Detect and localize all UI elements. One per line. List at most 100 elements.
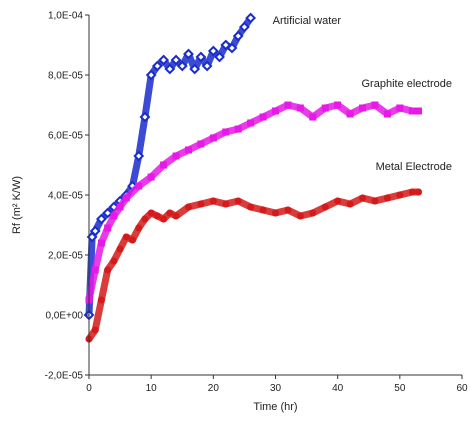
metal-electrode-point: [122, 233, 130, 241]
metal-electrode-point: [104, 266, 112, 274]
graphite-electrode-point: [116, 203, 124, 211]
metal-electrode-point: [97, 296, 105, 304]
artificial-water-point: [96, 213, 107, 225]
graphite-electrode-point: [209, 134, 217, 142]
artificial-water-point: [195, 51, 207, 63]
metal-electrode-point: [259, 206, 267, 214]
metal-electrode-point: [160, 215, 168, 223]
metal-electrode-point: [359, 194, 367, 202]
y-tick-label: 1,0E-04: [48, 11, 83, 22]
artificial-water-point: [239, 21, 250, 33]
metal-electrode-label: Metal Electrode: [376, 161, 452, 173]
artificial-water-point: [214, 51, 225, 63]
metal-electrode-point: [296, 212, 304, 220]
graphite-electrode-point: [371, 101, 379, 109]
metal-electrode-point: [321, 203, 329, 211]
graphite-electrode-point: [160, 161, 168, 169]
metal-electrode-point: [172, 212, 180, 220]
artificial-water-point: [232, 30, 244, 42]
graphite-electrode-label: Graphite electrode: [362, 78, 453, 90]
metal-electrode-line: [85, 188, 422, 343]
metal-electrode-point: [272, 209, 279, 217]
x-tick-label: 20: [208, 383, 220, 394]
x-tick-label: 60: [456, 383, 468, 394]
graphite-electrode-point: [272, 107, 279, 115]
artificial-water-label: Artificial water: [273, 15, 342, 27]
graphite-electrode-point: [309, 113, 317, 121]
graphite-electrode-point: [408, 107, 416, 115]
artificial-water-point: [164, 63, 176, 75]
metal-electrode-point: [234, 197, 242, 205]
artificial-water-point: [201, 60, 213, 72]
artificial-water-point: [176, 60, 188, 72]
graphite-electrode-point: [122, 194, 130, 202]
graphite-electrode-point: [110, 212, 118, 220]
y-tick-label: 4,0E-05: [48, 191, 83, 202]
artificial-water-point: [145, 69, 157, 81]
metal-electrode-point: [247, 203, 255, 211]
graphite-electrode-point: [135, 182, 143, 190]
series-layer: [83, 12, 422, 343]
artificial-water-point: [183, 48, 194, 60]
metal-electrode-point: [309, 209, 317, 217]
graphite-electrode-point: [184, 146, 192, 154]
metal-electrode-point: [408, 188, 416, 196]
graphite-electrode-point: [247, 119, 255, 127]
graphite-electrode-point: [284, 101, 292, 109]
x-tick-label: 10: [146, 383, 158, 394]
artificial-water-point: [245, 12, 257, 24]
x-tick-label: 40: [332, 383, 344, 394]
metal-electrode-point: [147, 209, 155, 217]
metal-electrode-point: [383, 194, 391, 202]
artificial-water-point: [151, 60, 163, 72]
metal-electrode-point: [197, 200, 205, 208]
metal-electrode-point: [396, 191, 404, 199]
metal-electrode-point: [110, 257, 118, 265]
metal-electrode-point: [141, 215, 149, 223]
y-tick-label: 6,0E-05: [48, 131, 83, 142]
artificial-water-point: [170, 54, 182, 66]
metal-electrode-point: [346, 200, 354, 208]
metal-electrode-point: [284, 206, 292, 214]
metal-electrode-point: [184, 203, 192, 211]
x-axis-title: Time (hr): [253, 401, 297, 413]
graphite-electrode-point: [234, 125, 242, 133]
graphite-electrode-point: [346, 110, 354, 118]
y-tick-label: 2,0E-05: [48, 251, 83, 262]
graphite-electrode-point: [414, 107, 422, 115]
y-axis-title: Rf (m² K/W): [11, 176, 23, 234]
artificial-water-point: [207, 45, 219, 57]
metal-electrode-point: [153, 212, 161, 220]
graphite-electrode-point: [396, 104, 404, 112]
graphite-electrode-point: [296, 104, 304, 112]
artificial-water-line: [85, 14, 255, 319]
x-tick-label: 50: [394, 383, 406, 394]
graphite-electrode-point: [334, 101, 342, 109]
artificial-water-point: [158, 54, 170, 66]
metal-electrode-point: [116, 245, 124, 253]
metal-electrode-point: [414, 188, 422, 196]
graphite-electrode-point: [147, 173, 155, 181]
graphite-electrode-point: [172, 152, 180, 160]
metal-electrode-point: [129, 236, 137, 244]
metal-electrode-point: [334, 197, 342, 205]
graphite-electrode-point: [321, 104, 329, 112]
graphite-electrode-point: [383, 110, 391, 118]
graphite-electrode-point: [259, 113, 267, 121]
graphite-electrode-point: [197, 140, 205, 148]
metal-electrode-point: [166, 209, 174, 217]
y-tick-label: -2,0E-05: [45, 371, 84, 382]
graphite-electrode-point: [104, 224, 112, 232]
x-tick-label: 30: [270, 383, 282, 394]
artificial-water-point: [226, 42, 238, 54]
series-labels-layer: Artificial water Graphite electrode Metal …: [273, 15, 452, 173]
metal-electrode-point: [371, 197, 379, 205]
artificial-water-point: [189, 63, 201, 75]
x-tick-label: 0: [86, 383, 92, 394]
graphite-electrode-point: [359, 104, 367, 112]
graphite-electrode-point: [97, 239, 105, 247]
metal-electrode-point: [91, 326, 99, 334]
graphite-electrode-point: [222, 128, 230, 136]
artificial-water-point: [102, 207, 114, 219]
